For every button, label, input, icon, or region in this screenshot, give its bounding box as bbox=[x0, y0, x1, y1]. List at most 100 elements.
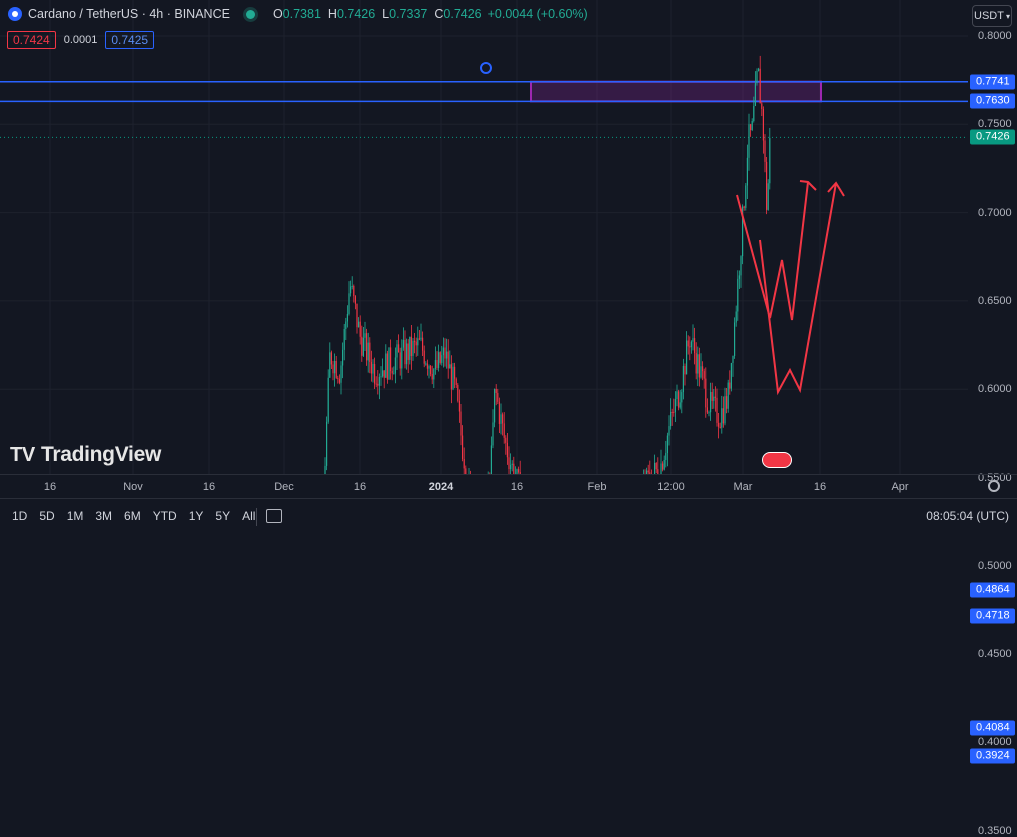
candle-body bbox=[674, 399, 676, 413]
price-level-label: 0.4084 bbox=[970, 720, 1015, 736]
candle-body bbox=[327, 377, 329, 422]
candle-body bbox=[734, 322, 736, 356]
candle-body bbox=[654, 463, 656, 474]
range-button-all[interactable]: All bbox=[242, 509, 256, 523]
candle-body bbox=[382, 370, 384, 377]
candle-body bbox=[428, 366, 430, 369]
candle-body bbox=[766, 161, 768, 210]
candle-body bbox=[756, 71, 758, 84]
candle-body bbox=[511, 463, 513, 466]
settings-gear-icon[interactable] bbox=[988, 480, 1000, 492]
projection-arrow bbox=[736, 181, 809, 321]
calendar-icon[interactable] bbox=[266, 509, 282, 523]
range-button-1m[interactable]: 1M bbox=[66, 509, 84, 523]
candle-body bbox=[452, 366, 454, 390]
candle-body bbox=[438, 352, 440, 368]
close-label: C bbox=[434, 7, 444, 21]
range-button-3m[interactable]: 3M bbox=[95, 509, 113, 523]
time-axis[interactable]: 16 Nov 16 Dec 16 2024 16 Feb 12:00 Mar 16 Apr bbox=[0, 474, 1017, 499]
price-axis[interactable]: 0.8000 0.7500 0.7000 0.6500 0.6000 0.5500 0.50… bbox=[968, 0, 1017, 837]
symbol-title[interactable]: Cardano / TetherUS · 4h · BINANCE bbox=[28, 7, 230, 21]
price-tick-label: 0.3500 bbox=[978, 824, 1012, 837]
tradingview-logo-text: TradingView bbox=[40, 443, 161, 466]
candle-body bbox=[732, 355, 734, 363]
candle-body bbox=[722, 408, 724, 424]
candle-body bbox=[668, 426, 670, 436]
candle-body bbox=[354, 296, 356, 304]
high-label: H bbox=[327, 7, 337, 21]
price-tick-label: 0.7000 bbox=[978, 206, 1012, 219]
time-tick-label: Nov bbox=[123, 481, 143, 493]
candle-body bbox=[503, 423, 505, 438]
candle-body bbox=[420, 337, 422, 340]
range-button-5y[interactable]: 5Y bbox=[215, 509, 231, 523]
candle-body bbox=[730, 362, 732, 389]
range-button-5d[interactable]: 5D bbox=[39, 509, 55, 523]
candle-body bbox=[346, 313, 348, 322]
candle-body bbox=[463, 459, 465, 469]
candle-body bbox=[502, 414, 504, 424]
candle-body bbox=[769, 138, 771, 184]
range-selector: 1D 5D 1M 3M 6M YTD 1Y 5Y All bbox=[12, 509, 267, 523]
candle-body bbox=[706, 407, 708, 413]
candle-body bbox=[724, 396, 726, 424]
candle-body bbox=[393, 373, 395, 375]
range-button-6m[interactable]: 6M bbox=[124, 509, 141, 523]
candle-body bbox=[505, 437, 507, 443]
buy-button[interactable]: 0.7425 bbox=[105, 31, 155, 49]
price-tick-label: 0.8000 bbox=[978, 30, 1012, 42]
candle-body bbox=[516, 469, 518, 474]
candle-body bbox=[415, 341, 417, 346]
arrowhead bbox=[799, 180, 817, 191]
candle-body bbox=[670, 411, 672, 427]
candle-body bbox=[385, 353, 387, 378]
candle-body bbox=[518, 469, 520, 472]
currency-label: USDT bbox=[974, 10, 1004, 22]
us-flag-event-icon[interactable] bbox=[762, 452, 792, 468]
range-button-ytd[interactable]: YTD bbox=[152, 509, 177, 523]
time-tick-label: 16 bbox=[202, 481, 216, 493]
candle-body bbox=[364, 333, 366, 338]
chart-area[interactable]: Cardano / TetherUS · 4h · BINANCE O 0.738… bbox=[0, 0, 968, 474]
candle-body bbox=[700, 366, 702, 378]
line-handle-icon bbox=[480, 62, 492, 74]
candle-body bbox=[441, 355, 443, 363]
candle-body bbox=[662, 463, 664, 470]
candle-body bbox=[434, 360, 436, 370]
candle-body bbox=[681, 392, 683, 403]
utc-clock[interactable]: 08:05:04 (UTC) bbox=[926, 509, 1009, 523]
candle-body bbox=[350, 286, 352, 294]
price-tick-label: 0.4500 bbox=[978, 648, 1012, 661]
candle-body bbox=[694, 338, 696, 354]
currency-selector[interactable]: USDT ▾ bbox=[972, 5, 1012, 27]
candle-body bbox=[431, 374, 433, 380]
high-value: 0.7426 bbox=[336, 7, 376, 21]
sell-button[interactable]: 0.7424 bbox=[7, 31, 56, 49]
time-tick-label: Apr bbox=[891, 481, 909, 493]
candle-body bbox=[508, 457, 510, 470]
candle-body bbox=[702, 366, 704, 372]
candle-body bbox=[506, 442, 508, 458]
range-button-1d[interactable]: 1D bbox=[12, 509, 28, 523]
tradingview-logo-icon: TV bbox=[10, 443, 35, 466]
candle-body bbox=[660, 463, 662, 474]
candle-body bbox=[330, 352, 332, 365]
candle-body bbox=[386, 353, 388, 380]
price-chart[interactable] bbox=[0, 0, 968, 474]
candle-body bbox=[457, 384, 459, 401]
candle-body bbox=[663, 459, 665, 470]
candle-body bbox=[359, 321, 361, 337]
candle-body bbox=[324, 465, 326, 474]
candle-body bbox=[326, 421, 328, 466]
symbol-legend: Cardano / TetherUS · 4h · BINANCE O 0.738… bbox=[8, 7, 591, 21]
candle-body bbox=[686, 340, 688, 375]
candle-body bbox=[377, 383, 379, 386]
open-label: O bbox=[272, 7, 283, 21]
candle-body bbox=[455, 378, 457, 385]
candle-body bbox=[454, 366, 456, 379]
candle-body bbox=[394, 357, 396, 374]
candle-body bbox=[726, 396, 728, 409]
candle-body bbox=[422, 337, 424, 351]
open-value: 0.7381 bbox=[282, 7, 321, 21]
range-button-1y[interactable]: 1Y bbox=[188, 509, 204, 523]
